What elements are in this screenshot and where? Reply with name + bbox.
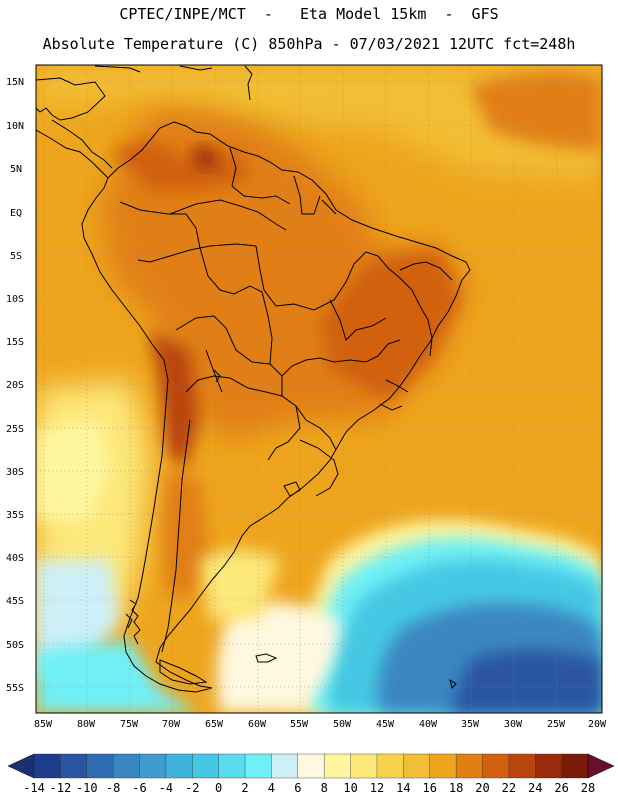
lon-label: 60W xyxy=(248,719,267,730)
lon-label: 75W xyxy=(120,719,139,730)
colorbar-tick-label: -10 xyxy=(76,781,98,795)
colorbar-high-arrow xyxy=(587,753,615,779)
colorbar-swatch xyxy=(244,753,273,779)
lon-label: 50W xyxy=(333,719,352,730)
colorbar-tick-label: 8 xyxy=(321,781,328,795)
lon-label: 40W xyxy=(419,719,438,730)
colorbar-tick-label: 10 xyxy=(343,781,357,795)
colorbar-swatch xyxy=(376,753,404,779)
lat-label: 5N xyxy=(10,164,22,175)
colorbar-tick-label: 24 xyxy=(528,781,542,795)
colorbar-tick-label: -6 xyxy=(132,781,146,795)
lat-label: 35S xyxy=(6,510,24,521)
lon-label: 70W xyxy=(162,719,181,730)
colorbar-swatch xyxy=(60,753,88,779)
colorbar-swatch xyxy=(535,753,563,779)
colorbar-swatch xyxy=(112,753,141,779)
colorbar-swatch xyxy=(33,753,61,779)
colorbar-tick-label: 22 xyxy=(502,781,516,795)
colorbar-tick-label: -2 xyxy=(185,781,199,795)
lon-label: 80W xyxy=(77,719,96,730)
colorbar-swatch xyxy=(297,753,325,779)
colorbar-tick-label: 6 xyxy=(294,781,301,795)
colorbar-tick-label: 4 xyxy=(268,781,275,795)
chart-title-line-2: Absolute Temperature (C) 850hPa - 07/03/… xyxy=(42,35,576,53)
lon-label: 20W xyxy=(588,719,607,730)
lat-label: 55S xyxy=(6,683,24,694)
colorbar-tick-label: 18 xyxy=(449,781,463,795)
colorbar-tick-label: 0 xyxy=(215,781,222,795)
lat-label: 50S xyxy=(6,640,24,651)
coastlines-and-borders xyxy=(36,65,471,693)
colorbar-tick-label: -12 xyxy=(50,781,72,795)
lat-label: 40S xyxy=(6,553,24,564)
lat-label: 30S xyxy=(6,467,24,478)
lon-label: 85W xyxy=(34,719,53,730)
lon-label: 25W xyxy=(547,719,566,730)
colorbar-tick-label: 12 xyxy=(370,781,384,795)
colorbar-low-arrow xyxy=(7,753,35,779)
colorbar-swatch xyxy=(271,753,299,779)
lon-label: 35W xyxy=(461,719,480,730)
colorbar-swatch xyxy=(192,753,220,779)
colorbar: -14 -12 -10 -8 -6 -4 -2 0 2 4 6 8 10 12 14 16 18 20 22 24 26… xyxy=(7,753,615,795)
colorbar-tick-label: 16 xyxy=(422,781,436,795)
colorbar-swatch xyxy=(323,753,352,779)
lat-label: 10S xyxy=(6,294,24,305)
chart-title-line-1: CPTEC/INPE/MCT - Eta Model 15km - GFS xyxy=(119,5,499,23)
lon-label: 55W xyxy=(290,719,309,730)
colorbar-swatch xyxy=(508,753,536,779)
lat-label: 20S xyxy=(6,380,24,391)
temperature-field xyxy=(36,65,602,713)
colorbar-swatch xyxy=(482,753,510,779)
lat-label: 25S xyxy=(6,424,24,435)
lat-label: 15N xyxy=(6,77,24,88)
colorbar-swatch xyxy=(455,753,484,779)
lon-label: 45W xyxy=(376,719,395,730)
longitude-labels: 85W 80W 75W 70W 65W 60W 55W 50W 45W 40W … xyxy=(34,719,607,730)
colorbar-swatch xyxy=(139,753,167,779)
map-frame xyxy=(35,64,603,714)
colorbar-tick-label: 14 xyxy=(396,781,410,795)
colorbar-swatch xyxy=(429,753,457,779)
lat-label: EQ xyxy=(10,208,22,219)
colorbar-swatch xyxy=(218,753,246,779)
colorbar-swatch xyxy=(403,753,431,779)
colorbar-tick-label: 28 xyxy=(581,781,595,795)
colorbar-swatch xyxy=(165,753,193,779)
colorbar-swatch xyxy=(561,753,589,779)
lat-label: 15S xyxy=(6,337,24,348)
colorbar-swatch xyxy=(350,753,378,779)
lon-label: 65W xyxy=(205,719,224,730)
colorbar-tick-label: 2 xyxy=(241,781,248,795)
colorbar-tick-label: -8 xyxy=(106,781,120,795)
colorbar-tick-label: 26 xyxy=(554,781,568,795)
lat-label: 45S xyxy=(6,596,24,607)
colorbar-tick-label: -14 xyxy=(23,781,45,795)
colorbar-tick-label: 20 xyxy=(475,781,489,795)
lat-label: 10N xyxy=(6,121,24,132)
latitude-labels: 15N 10N 5N EQ 5S 10S 15S 20S 25S 30S 35S… xyxy=(6,77,24,694)
lon-label: 30W xyxy=(504,719,523,730)
colorbar-tick-label: -4 xyxy=(159,781,173,795)
colorbar-swatch xyxy=(86,753,114,779)
lat-label: 5S xyxy=(10,251,22,262)
